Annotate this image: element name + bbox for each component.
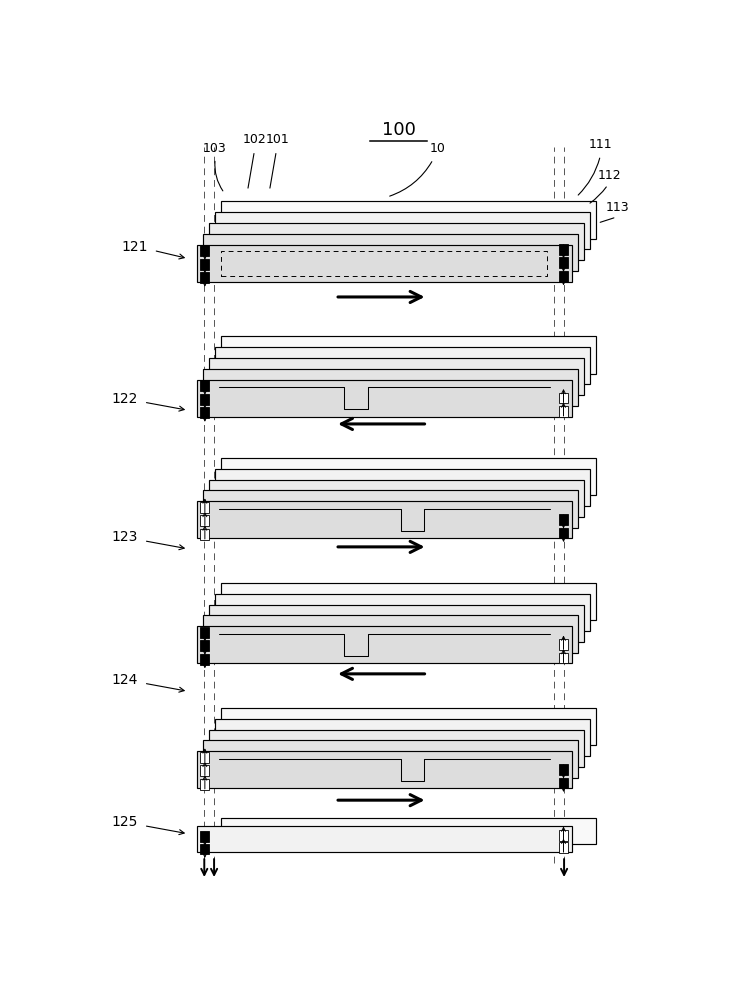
Text: 100: 100 [382, 121, 416, 139]
Polygon shape [559, 244, 568, 255]
Polygon shape [221, 336, 596, 374]
Polygon shape [221, 708, 596, 745]
Text: 121: 121 [121, 240, 148, 254]
Polygon shape [196, 380, 571, 417]
Polygon shape [559, 393, 568, 403]
Polygon shape [209, 730, 584, 767]
Polygon shape [221, 583, 596, 620]
Polygon shape [559, 764, 568, 775]
Polygon shape [200, 640, 210, 651]
Polygon shape [215, 212, 590, 249]
Polygon shape [209, 358, 584, 395]
Text: 124: 124 [112, 673, 138, 687]
Polygon shape [200, 380, 210, 391]
Polygon shape [215, 594, 590, 631]
Polygon shape [559, 653, 568, 663]
Polygon shape [200, 272, 210, 283]
Polygon shape [221, 458, 596, 495]
Text: 112: 112 [597, 169, 621, 182]
Polygon shape [200, 245, 210, 256]
Text: 10: 10 [430, 142, 446, 155]
Polygon shape [559, 514, 568, 525]
Polygon shape [196, 751, 571, 788]
Polygon shape [559, 271, 568, 282]
Polygon shape [200, 394, 210, 405]
Polygon shape [200, 752, 210, 763]
Polygon shape [559, 639, 568, 650]
Polygon shape [559, 842, 568, 853]
Polygon shape [559, 830, 568, 841]
Polygon shape [200, 779, 210, 790]
Polygon shape [209, 223, 584, 260]
Polygon shape [200, 654, 210, 665]
Polygon shape [221, 201, 596, 239]
Polygon shape [196, 626, 571, 663]
Polygon shape [196, 501, 571, 538]
Text: 123: 123 [112, 530, 138, 544]
Text: 125: 125 [112, 815, 138, 829]
Polygon shape [203, 234, 577, 271]
Polygon shape [200, 844, 210, 854]
Polygon shape [209, 480, 584, 517]
Polygon shape [203, 615, 577, 653]
Polygon shape [200, 502, 210, 513]
Polygon shape [200, 407, 210, 418]
Polygon shape [215, 347, 590, 384]
Text: 111: 111 [589, 138, 612, 151]
Text: 101: 101 [266, 133, 289, 146]
Polygon shape [559, 528, 568, 538]
Polygon shape [196, 245, 571, 282]
Polygon shape [200, 627, 210, 638]
Polygon shape [203, 490, 577, 528]
Polygon shape [209, 605, 584, 642]
Polygon shape [559, 406, 568, 417]
Polygon shape [559, 257, 568, 268]
Polygon shape [200, 831, 210, 842]
Polygon shape [200, 529, 210, 540]
Text: 103: 103 [202, 142, 226, 155]
Polygon shape [215, 719, 590, 756]
Text: 122: 122 [112, 392, 138, 406]
Polygon shape [200, 765, 210, 776]
Text: 102: 102 [243, 133, 266, 146]
Polygon shape [559, 778, 568, 788]
Polygon shape [221, 818, 596, 844]
Polygon shape [200, 259, 210, 270]
Polygon shape [203, 369, 577, 406]
Polygon shape [200, 515, 210, 526]
Polygon shape [203, 740, 577, 778]
Polygon shape [215, 469, 590, 506]
Text: 113: 113 [606, 201, 629, 214]
Polygon shape [196, 826, 571, 852]
